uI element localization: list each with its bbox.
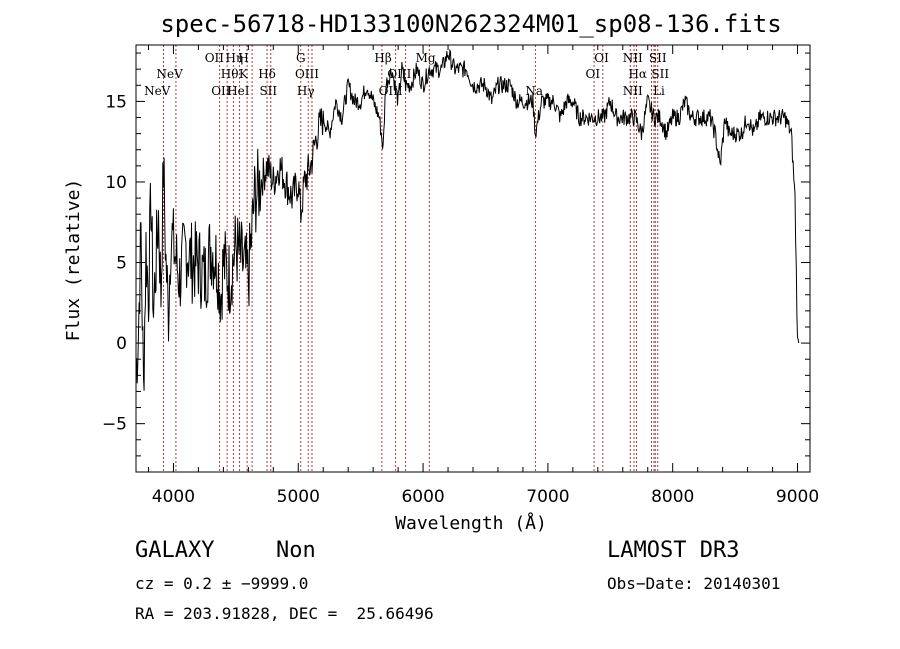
line-label: Li: [653, 84, 665, 98]
y-tick-label: 5: [116, 254, 127, 274]
line-label: NeV: [144, 84, 171, 98]
x-tick-label: 5000: [277, 487, 320, 507]
x-tick-label: 7000: [526, 487, 569, 507]
line-label: OI: [586, 67, 601, 81]
line-label: SII: [649, 51, 667, 65]
line-label: Hα: [628, 67, 647, 81]
y-tick-label: 10: [105, 173, 127, 193]
line-label: OIII: [295, 67, 319, 81]
survey-name: LAMOST DR3: [607, 538, 740, 563]
chart-title: spec-56718-HD133100N262324M01_sp08-136.f…: [160, 10, 781, 38]
line-label: NII: [623, 84, 643, 98]
line-label: OII: [205, 51, 225, 65]
line-label: SII: [651, 67, 669, 81]
y-tick-label: −5: [102, 415, 127, 435]
line-label: Mg: [416, 51, 436, 65]
x-tick-label: 4000: [152, 487, 195, 507]
line-label: SII: [259, 84, 277, 98]
x-tick-label: 9000: [776, 487, 819, 507]
line-label: HeI: [227, 84, 250, 98]
line-label: Hγ: [297, 84, 315, 98]
x-tick-label: 8000: [651, 487, 694, 507]
line-label: K: [239, 67, 249, 81]
line-label: NII: [623, 51, 643, 65]
line-label: OI: [594, 51, 609, 65]
line-label: H: [238, 51, 248, 65]
object-class: GALAXY: [135, 538, 215, 563]
x-axis-label: Wavelength (Å): [395, 512, 547, 534]
line-label: Hθ: [221, 67, 239, 81]
line-label: G: [296, 51, 306, 65]
y-axis-label: Flux (relative): [63, 179, 84, 342]
flux-series: [135, 48, 800, 391]
obs-date: Obs−Date: 20140301: [607, 574, 781, 593]
object-subclass: Non: [276, 538, 316, 563]
coordinates: RA = 203.91828, DEC = 25.66496: [135, 604, 434, 623]
line-label: NeV: [157, 67, 184, 81]
x-tick-label: 6000: [401, 487, 444, 507]
line-label: Hβ: [374, 51, 391, 65]
y-tick-label: 0: [116, 334, 127, 354]
line-label: Na: [525, 84, 543, 98]
line-label: Hη: [226, 51, 244, 65]
flux-line: [135, 48, 800, 391]
redshift-readout: cz = 0.2 ± −9999.0: [135, 574, 309, 593]
line-label: OII: [211, 84, 231, 98]
y-tick-label: 15: [105, 92, 127, 112]
axis-ticks: 4000 5000 6000 7000 8000 9000 −5 0 5 10 15: [102, 45, 819, 507]
line-label: Hδ: [258, 67, 276, 81]
